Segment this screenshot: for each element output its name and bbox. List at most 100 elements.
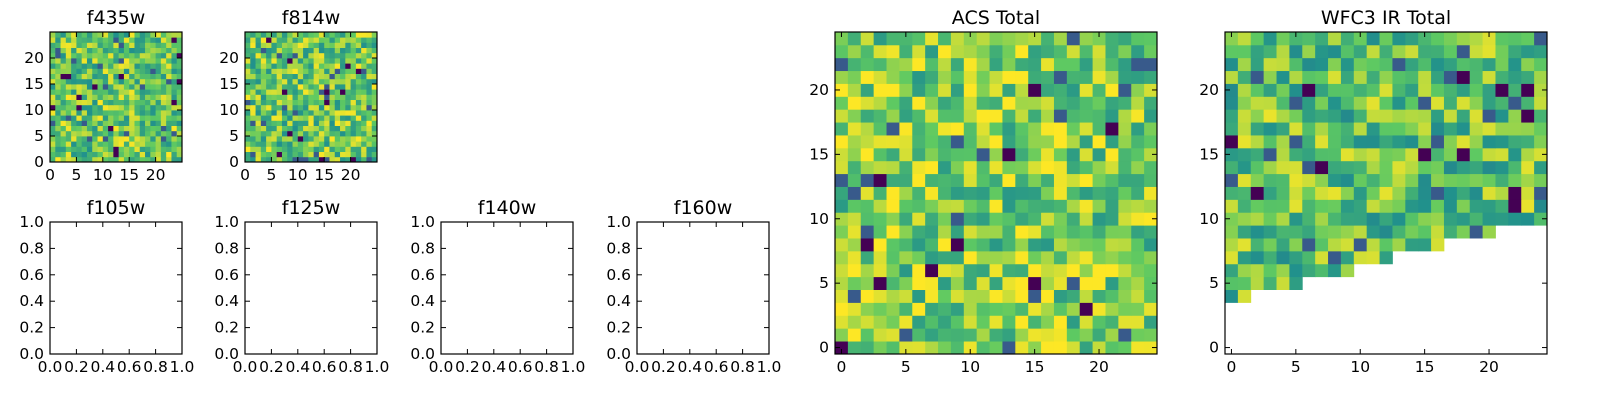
heatmap-cell (113, 84, 120, 90)
heatmap-cell (1131, 186, 1145, 200)
y-tick-label: 0.4 (410, 292, 435, 310)
heatmap-cell (65, 104, 72, 111)
heatmap-cell (50, 52, 56, 59)
heatmap-cell (1002, 328, 1016, 342)
heatmap-cell (160, 146, 167, 152)
heatmap-cell (1131, 341, 1145, 355)
heatmap-cell (1418, 186, 1432, 200)
heatmap-cell (1508, 160, 1522, 175)
heatmap-cell (266, 125, 272, 132)
heatmap-cell (71, 68, 77, 74)
heatmap-cell (276, 78, 283, 85)
heatmap-cell (150, 89, 156, 95)
heatmap-cell (329, 151, 336, 158)
heatmap-cell (145, 136, 151, 142)
heatmap-cell (1482, 212, 1496, 226)
heatmap-cell (97, 52, 104, 59)
heatmap-cell (129, 73, 135, 80)
heatmap-cell (324, 94, 330, 100)
heatmap-cell (860, 44, 875, 59)
heatmap-cell (1340, 135, 1355, 149)
heatmap-cell (50, 146, 56, 152)
heatmap-cell (1144, 122, 1158, 136)
heatmap-cell (118, 110, 125, 116)
heatmap-cell (65, 99, 72, 106)
heatmap-cell (350, 37, 357, 43)
heatmap-cell (287, 89, 293, 95)
heatmap-cell (113, 47, 120, 54)
heatmap-cell (1443, 225, 1458, 239)
heatmap-cell (250, 73, 256, 80)
heatmap-cell (166, 151, 172, 158)
heatmap-cell (1328, 238, 1342, 252)
heatmap-cell (81, 37, 88, 43)
heatmap-cell (118, 120, 125, 126)
y-tick-label: 1.0 (19, 213, 44, 231)
heatmap-cell (1405, 225, 1419, 239)
heatmap-cell (355, 130, 362, 137)
heatmap-cell (1015, 122, 1029, 136)
heatmap-cell (86, 120, 93, 126)
heatmap-cell (1263, 225, 1277, 239)
heatmap-cell (1079, 83, 1093, 97)
heatmap-cell (313, 156, 320, 163)
heatmap-cell (886, 199, 900, 213)
heatmap-cell (329, 115, 336, 121)
heatmap-cell (989, 96, 1003, 110)
heatmap-cell (1015, 250, 1029, 265)
heatmap-cell (245, 120, 251, 126)
heatmap-cell (287, 115, 293, 121)
heatmap-cell (171, 141, 178, 147)
heatmap-cell (1405, 186, 1419, 200)
heatmap-cell (308, 32, 315, 38)
heatmap-cell (366, 156, 373, 163)
heatmap-cell (950, 109, 965, 123)
heatmap-cell (118, 52, 125, 59)
x-tick-label: 1.0 (170, 358, 195, 376)
heatmap-cell (81, 58, 88, 64)
heatmap-cell (76, 52, 83, 59)
heatmap-cell (76, 141, 83, 147)
heatmap-cell (139, 68, 146, 74)
heatmap-cell (292, 110, 299, 116)
heatmap-cell (1418, 44, 1432, 59)
heatmap-cell (250, 99, 256, 106)
heatmap-cell (361, 42, 367, 48)
heatmap-cell (912, 83, 926, 97)
heatmap-cell (912, 315, 926, 329)
heatmap-cell (176, 125, 183, 132)
heatmap-cell (245, 32, 251, 38)
heatmap-cell (113, 141, 120, 147)
heatmap-cell (1002, 315, 1016, 329)
heatmap-cell (1315, 186, 1329, 200)
heatmap-cell (1144, 160, 1158, 175)
heatmap-cell (76, 73, 83, 80)
heatmap-cell (1353, 122, 1368, 136)
heatmap-cell (345, 32, 351, 38)
heatmap-cell (260, 141, 267, 147)
heatmap-cell (92, 125, 98, 132)
heatmap-cell (118, 151, 125, 158)
heatmap-cell (65, 42, 72, 48)
heatmap-cell (176, 130, 183, 137)
heatmap-cell (1521, 186, 1535, 200)
heatmap-cell (71, 120, 77, 126)
heatmap-cell (938, 263, 952, 278)
heatmap-cell (287, 125, 293, 132)
heatmap-cell (1443, 44, 1458, 59)
heatmap-cell (118, 68, 125, 74)
heatmap-cell (1028, 96, 1042, 110)
heatmap-cell (371, 32, 378, 38)
heatmap-cell (276, 99, 283, 106)
heatmap-cell (1379, 32, 1393, 46)
heatmap-cell (925, 160, 939, 175)
heatmap-cell (1289, 109, 1303, 123)
heatmap-cell (1144, 276, 1158, 290)
heatmap-cell (308, 52, 315, 59)
heatmap-cell (134, 47, 141, 54)
heatmap-cell (1028, 225, 1042, 239)
heatmap-cell (297, 94, 304, 100)
heatmap-cell (1250, 109, 1265, 123)
heatmap-cell (334, 73, 341, 80)
